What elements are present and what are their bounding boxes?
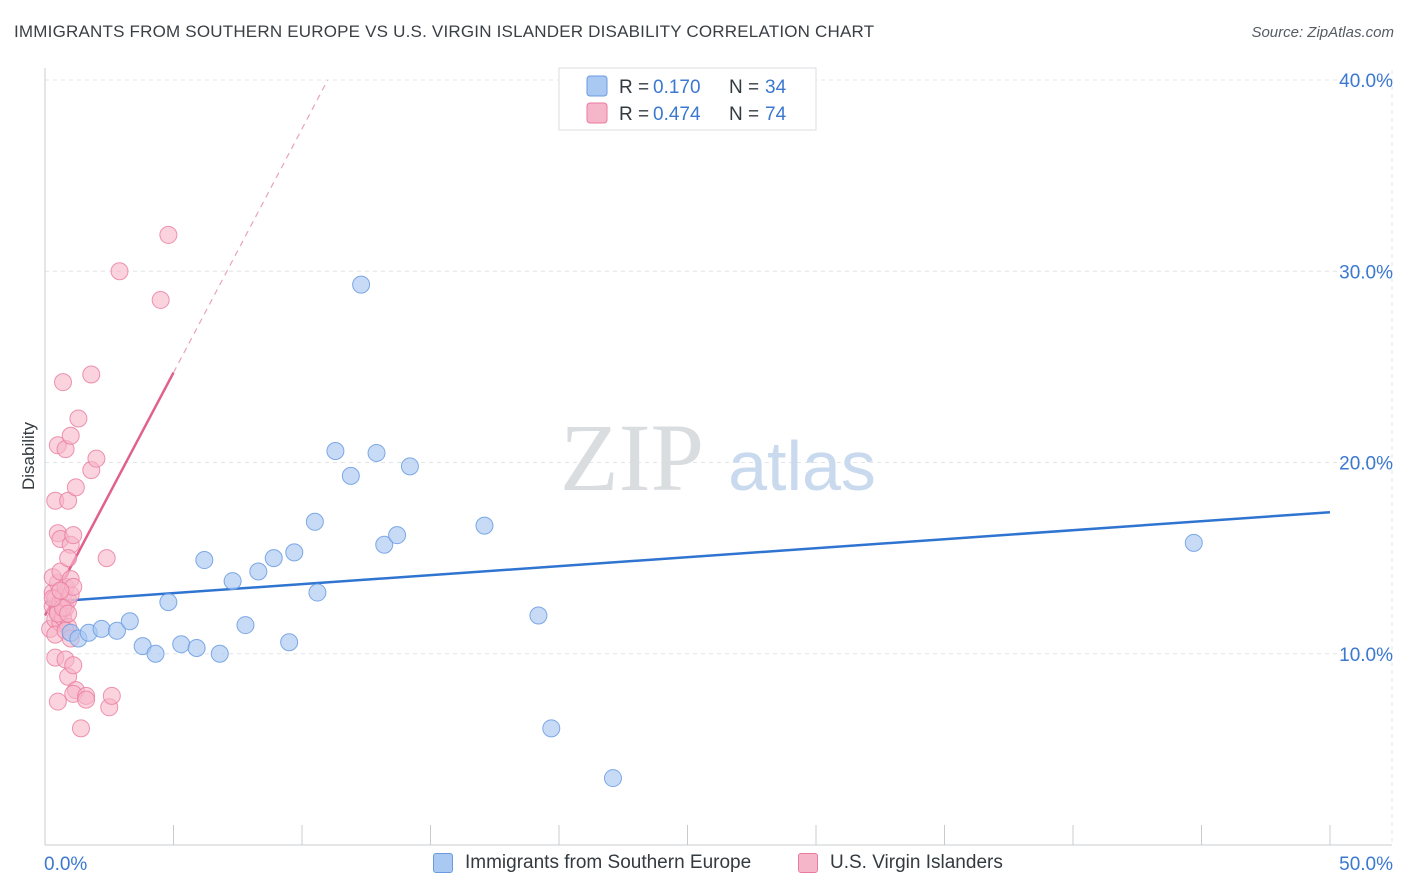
legend-item-virgin-islanders: U.S. Virgin Islanders (798, 852, 1003, 874)
data-point-southern-europe (172, 635, 191, 654)
data-point-virgin-islanders (71, 719, 90, 738)
legend-n-label-2: N = (729, 104, 759, 125)
legend-r-value-2: 0.474 (653, 104, 701, 125)
legend-r-label-2: R = (619, 104, 649, 125)
data-point-southern-europe (280, 633, 299, 652)
data-point-southern-europe (367, 443, 386, 462)
data-point-virgin-islanders (51, 581, 70, 600)
y-tick-label: 40.0% (1339, 71, 1393, 92)
data-point-virgin-islanders (61, 426, 80, 445)
legend-top: R = 0.170 N = 34 R = 0.474 N = 74 (558, 67, 817, 131)
legend-item-southern-europe: Immigrants from Southern Europe (433, 852, 751, 874)
axes (44, 68, 1392, 846)
data-point-southern-europe (529, 606, 548, 625)
data-point-southern-europe (603, 769, 622, 788)
legend-bottom: Immigrants from Southern Europe U.S. Vir… (0, 852, 1406, 878)
data-point-virgin-islanders (59, 491, 78, 510)
data-point-virgin-islanders (69, 409, 88, 428)
trend-line-southern-europe (44, 510, 1331, 604)
data-point-virgin-islanders (66, 478, 85, 497)
data-point-southern-europe (264, 549, 283, 568)
trend-line-virgin-islanders-extension (172, 79, 329, 373)
data-point-southern-europe (285, 543, 304, 562)
data-point-virgin-islanders (53, 373, 72, 392)
data-point-southern-europe (107, 621, 126, 640)
watermark-zip: ZIP (560, 404, 704, 511)
legend-r-label-1: R = (619, 77, 649, 98)
legend-r-value-1: 0.170 (653, 77, 701, 98)
data-point-southern-europe (210, 644, 229, 663)
series-us-virgin-islanders (41, 225, 178, 738)
data-point-virgin-islanders (110, 262, 129, 281)
y-tick-label: 30.0% (1339, 262, 1393, 283)
data-point-southern-europe (187, 639, 206, 658)
data-point-southern-europe (475, 516, 494, 535)
chart-title: IMMIGRANTS FROM SOUTHERN EUROPE VS U.S. … (14, 22, 875, 41)
grid-lines (45, 70, 1393, 845)
data-point-virgin-islanders (151, 290, 170, 309)
data-point-virgin-islanders (48, 692, 67, 711)
data-point-southern-europe (400, 457, 419, 476)
trend-lines (43, 79, 1331, 617)
watermark: ZIP atlas (560, 404, 876, 511)
legend-swatch-blue (586, 75, 608, 97)
data-point-virgin-islanders (59, 604, 78, 623)
data-point-southern-europe (92, 619, 111, 638)
y-tick-label: 20.0% (1339, 454, 1393, 475)
x-tick-label: 50.0% (1339, 854, 1393, 875)
data-point-southern-europe (159, 593, 178, 612)
data-point-southern-europe (236, 616, 255, 635)
watermark-atlas: atlas (728, 427, 876, 505)
legend-label-virgin-islanders: U.S. Virgin Islanders (830, 852, 1003, 873)
data-point-southern-europe (223, 572, 242, 591)
data-point-southern-europe (146, 644, 165, 663)
legend-n-label-1: N = (729, 77, 759, 98)
x-tick-label: 0.0% (44, 854, 87, 875)
data-point-virgin-islanders (82, 365, 101, 384)
legend-n-value-1: 34 (765, 77, 787, 98)
data-point-virgin-islanders (64, 526, 83, 545)
series-immigrants-southern-europe (61, 275, 1203, 788)
data-point-southern-europe (388, 526, 407, 545)
data-point-southern-europe (305, 512, 324, 531)
data-point-southern-europe (352, 275, 371, 294)
data-point-southern-europe (326, 442, 345, 461)
legend-swatch-virgin-islanders (798, 853, 818, 873)
data-point-southern-europe (1184, 533, 1203, 552)
data-point-southern-europe (249, 562, 268, 581)
legend-n-value-2: 74 (765, 104, 787, 125)
data-point-southern-europe (120, 612, 139, 631)
source-label: Source: ZipAtlas.com (1251, 24, 1394, 41)
legend-label-southern-europe: Immigrants from Southern Europe (465, 852, 752, 873)
data-point-virgin-islanders (97, 549, 116, 568)
data-point-virgin-islanders (159, 225, 178, 244)
data-point-virgin-islanders (64, 656, 83, 675)
data-point-southern-europe (341, 466, 360, 485)
data-point-virgin-islanders (77, 690, 96, 709)
tick-labels: 10.0% 20.0% 30.0% 40.0% 0.0% 50.0% (44, 71, 1393, 875)
data-point-virgin-islanders (87, 449, 106, 468)
data-point-virgin-islanders (102, 686, 121, 705)
legend-swatch-pink (586, 102, 608, 124)
data-point-virgin-islanders (59, 549, 78, 568)
data-point-southern-europe (375, 535, 394, 554)
y-axis-label: Disability (19, 421, 38, 490)
legend-swatch-southern-europe (433, 853, 453, 873)
y-tick-label: 10.0% (1339, 645, 1393, 666)
data-point-southern-europe (542, 719, 561, 738)
data-point-southern-europe (195, 551, 214, 570)
data-point-southern-europe (308, 583, 327, 602)
